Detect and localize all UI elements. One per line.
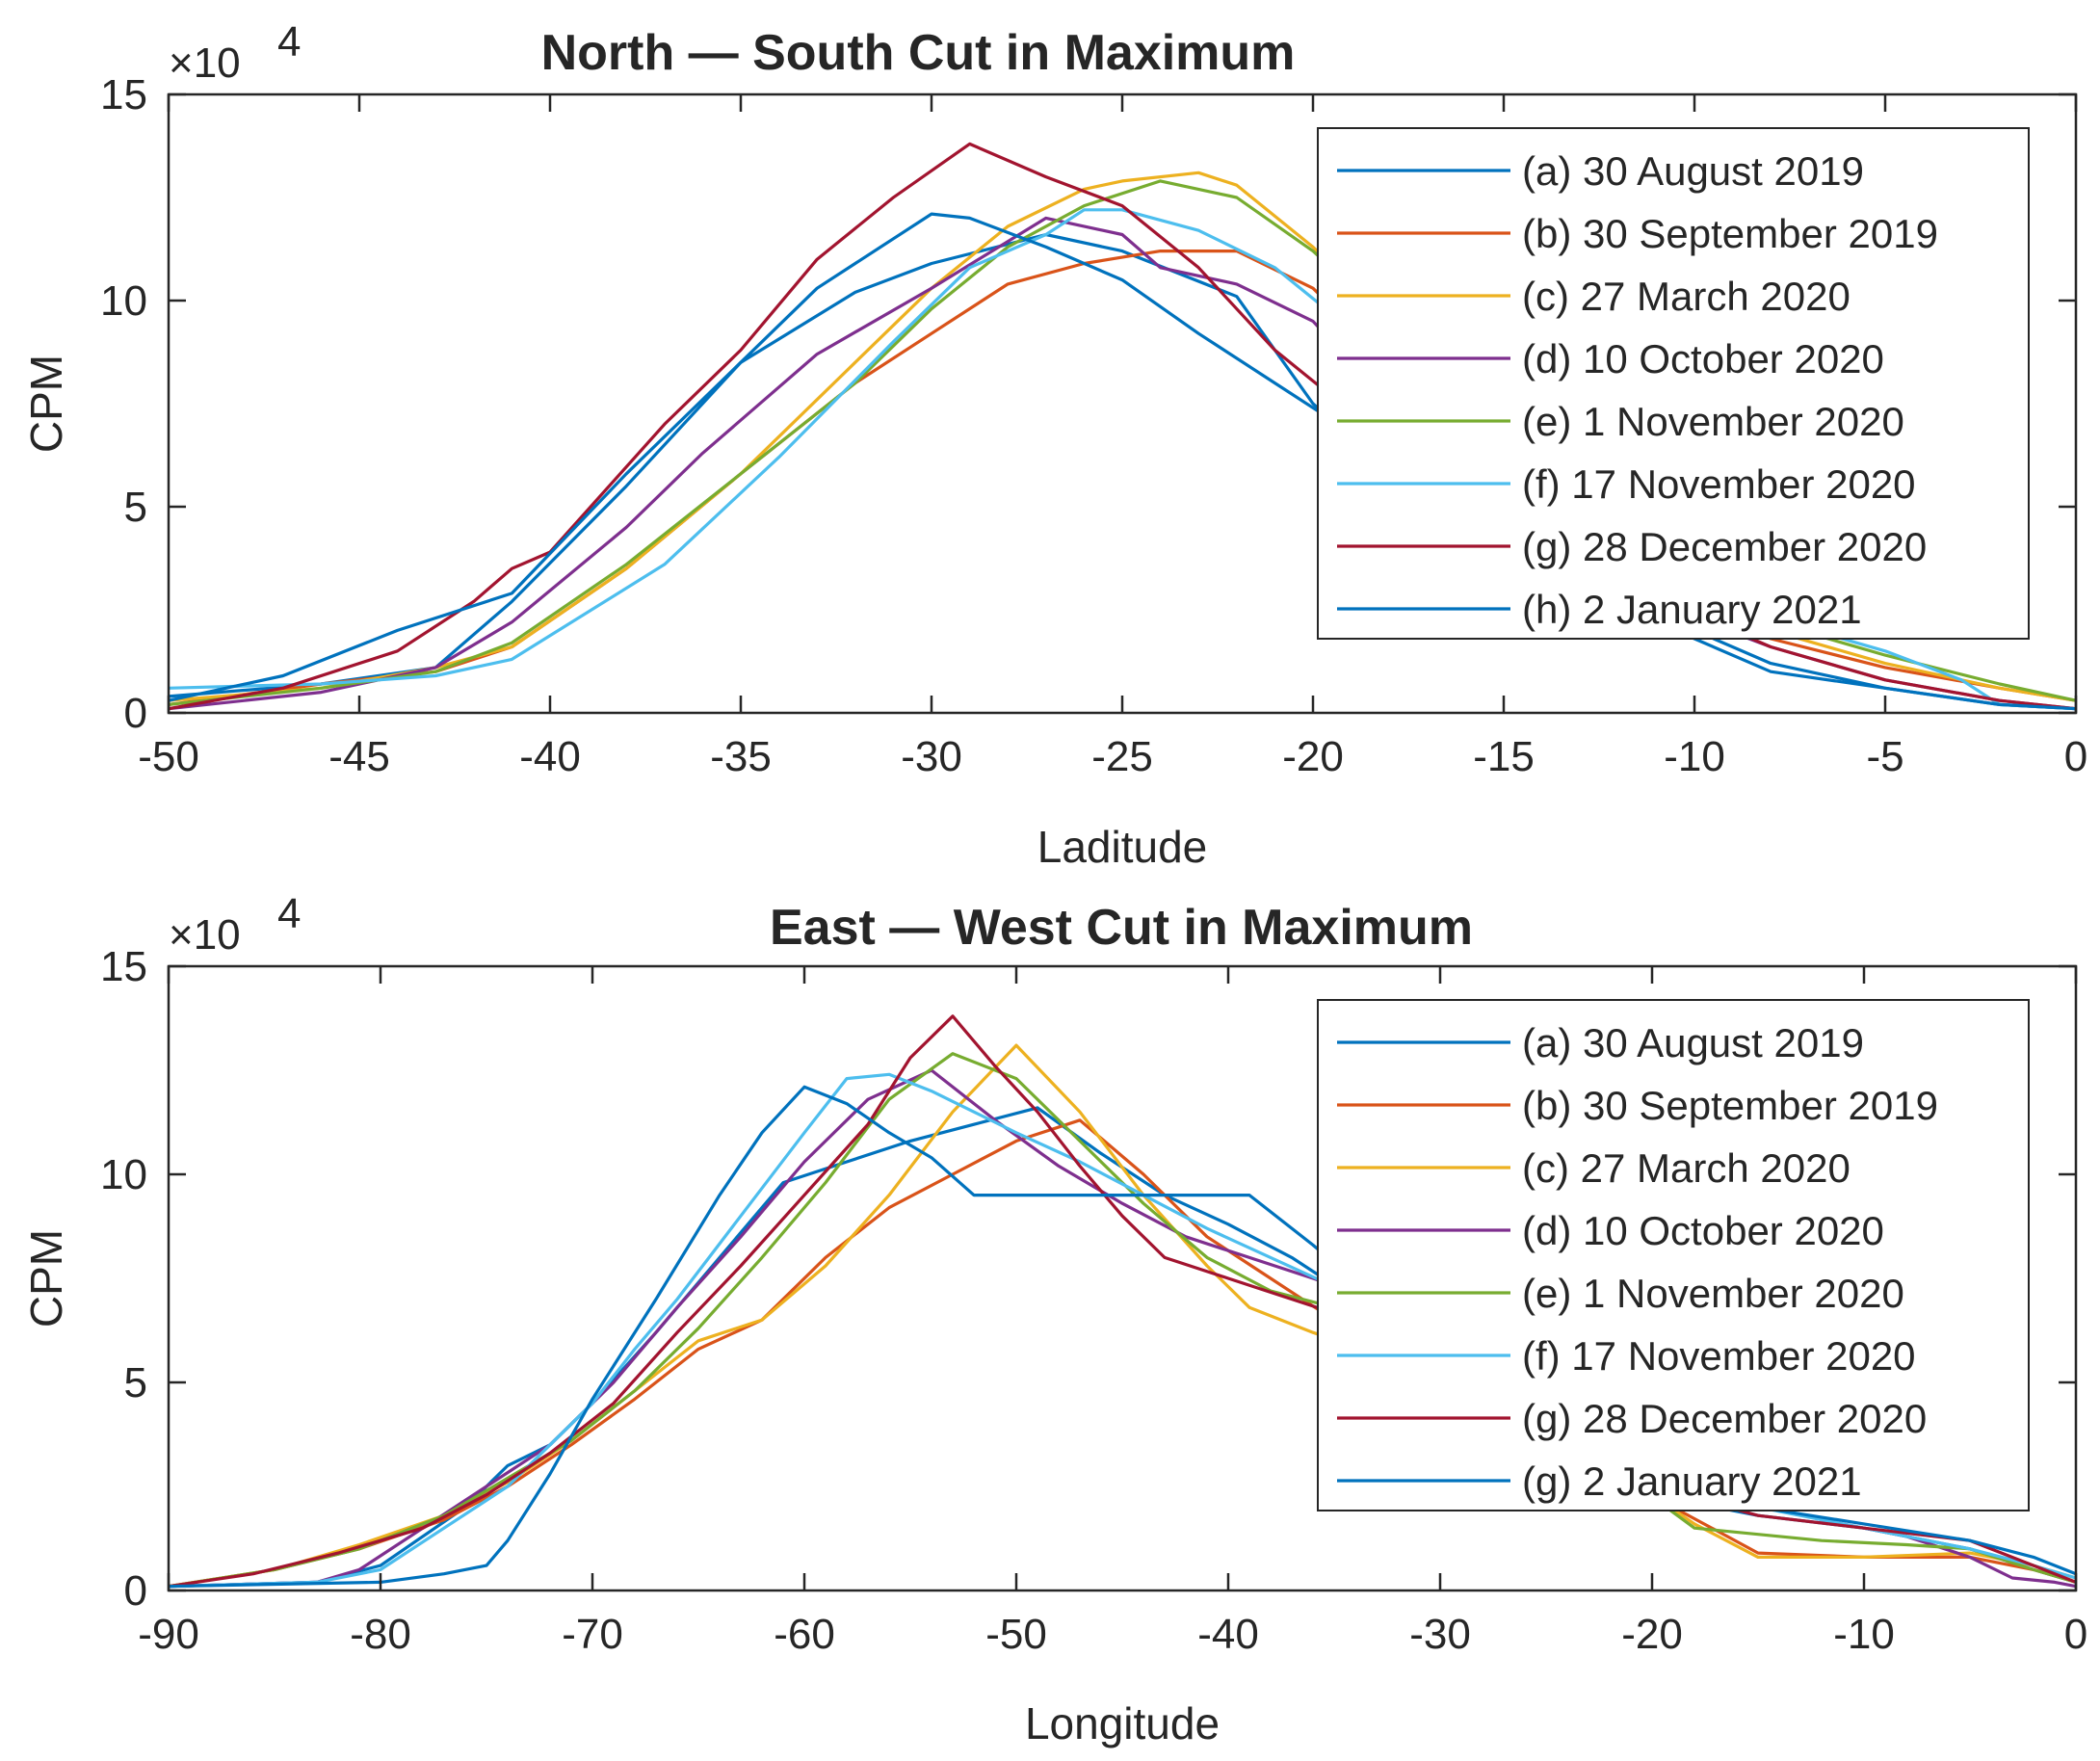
x-tick-label: -50 [985,1611,1047,1658]
y-tick-label: 0 [124,690,147,737]
x-tick-label: -70 [562,1611,623,1658]
x-tick-label: -15 [1473,733,1535,780]
legend-entry-label: (g) 28 December 2020 [1522,524,1927,569]
x-tick-label: -10 [1664,733,1725,780]
x-tick-label: -80 [350,1611,411,1658]
exponent-base: ×10 [169,39,241,87]
y-exponent-label: ×10 4 [169,18,301,87]
y-tick-label: 5 [124,1359,147,1406]
y-tick-label: 15 [100,71,147,118]
x-tick-label: -25 [1091,733,1153,780]
y-tick-label: 0 [124,1567,147,1615]
y-axis-label: CPM [21,1229,71,1327]
legend-entry-label: (b) 30 September 2019 [1522,211,1938,256]
legend-entry-label: (a) 30 August 2019 [1522,1020,1864,1065]
legend-entry-label: (c) 27 March 2020 [1522,1145,1851,1191]
x-tick-label: -10 [1833,1611,1895,1658]
chart-east-west: East — West Cut in Maximum ×10 4 -90 -80-… [21,890,2087,1748]
legend: (a) 30 August 2019 (b) 30 September 2019 (… [1317,999,2030,1511]
legend-entry-label: (d) 10 October 2020 [1522,336,1884,381]
x-axis-label: Laditude [1037,822,1208,872]
series-line-8 [168,212,2077,711]
x-tick-label: 0 [2064,733,2087,780]
x-tick-label: -40 [1197,1611,1259,1658]
chart-title: North — South Cut in Maximum [541,25,1296,81]
legend-entry-label: (g) 2 January 2021 [1522,1459,1862,1504]
legend-entry-label: (e) 1 November 2020 [1522,1271,1904,1316]
x-tick-label: -35 [710,733,772,780]
y-tick-label: 5 [124,484,147,531]
x-tick-label: -5 [1866,733,1903,780]
legend-entry-label: (b) 30 September 2019 [1522,1083,1938,1128]
x-tick-label: -30 [901,733,962,780]
x-tick-label: 0 [2064,1611,2087,1658]
legend-entry-label: (g) 28 December 2020 [1522,1396,1927,1441]
series-layer [168,142,2077,711]
legend-entry-label: (e) 1 November 2020 [1522,399,1904,444]
chart-north-south: North — South Cut in Maximum ×10 4 -50 -4… [21,18,2087,872]
exponent-power: 4 [277,890,301,937]
legend-box [1317,999,2030,1511]
legend-entry-label: (c) 27 March 2020 [1522,274,1851,319]
y-axis-label: CPM [21,355,71,453]
series-line-2 [168,1118,2077,1589]
x-tick-label: -40 [519,733,581,780]
legend-entry-label: (f) 17 November 2020 [1522,461,1916,507]
x-tick-label: -30 [1409,1611,1471,1658]
legend: (a) 30 August 2019 (b) 30 September 2019 (… [1317,127,2030,640]
x-tick-label: -45 [328,733,390,780]
legend-entry-label: (f) 17 November 2020 [1522,1333,1916,1379]
x-tick-label: -50 [138,733,199,780]
x-tick-label: -20 [1282,733,1344,780]
ticks-layer: -90 -80 -70 -60 -50 -40 -30 -20 -10 0 0 5 10 15 [100,943,2087,1658]
legend-entry-label: (a) 30 August 2019 [1522,148,1864,194]
x-tick-label: -20 [1621,1611,1683,1658]
x-axis-label: Longitude [1025,1698,1220,1748]
legend-entries: (a) 30 August 2019 (b) 30 September 2019 (… [1337,148,1938,632]
x-tick-label: -60 [774,1611,835,1658]
legend-box [1317,127,2030,640]
legend-entry-label: (h) 2 January 2021 [1522,587,1862,632]
x-tick-label: -90 [138,1611,199,1658]
y-tick-label: 15 [100,943,147,990]
chart-title: East — West Cut in Maximum [770,900,1473,956]
series-line-1 [168,232,2077,711]
y-exponent-label: ×10 4 [169,890,301,959]
exponent-power: 4 [277,18,301,66]
exponent-base: ×10 [169,911,241,959]
y-tick-label: 10 [100,277,147,325]
axes-box [167,964,2078,1592]
legend-entry-label: (d) 10 October 2020 [1522,1208,1884,1253]
legend-entries: (a) 30 August 2019 (b) 30 September 2019 (… [1337,1020,1938,1504]
y-tick-label: 10 [100,1151,147,1198]
